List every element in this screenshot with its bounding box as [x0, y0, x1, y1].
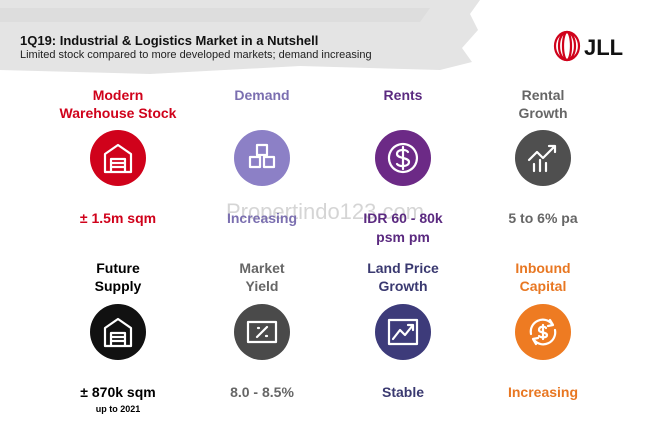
tile-value: ± 1.5m sqm — [80, 210, 156, 226]
logo-text: JLL — [584, 35, 623, 60]
tile: Rental Growth 5 to 6% pa — [508, 87, 577, 226]
tile: Future Supply ± 870k sqm up to 2021 — [80, 260, 155, 414]
tile-label: Capital — [520, 278, 567, 294]
tile-value: ± 870k sqm — [80, 384, 155, 400]
tile: Inbound Capital Increasing — [508, 260, 578, 400]
tile: Demand Increasing — [227, 87, 297, 226]
tile-value: IDR 60 - 80k — [363, 210, 443, 226]
icon — [103, 317, 133, 348]
tile-note: up to 2021 — [96, 404, 141, 414]
tile-label: Market — [239, 260, 284, 276]
logo: JLL — [553, 30, 623, 62]
tile-label: Growth — [519, 105, 568, 121]
tile: Land Price Growth Stable — [367, 260, 439, 400]
tile-label: Demand — [234, 87, 289, 103]
tile-value: 5 to 6% pa — [508, 210, 577, 226]
watermark: Propertindo123.com — [226, 199, 424, 224]
tile: Rents IDR 60 - 80k psm pm — [363, 87, 443, 245]
tile-value: Increasing — [508, 384, 578, 400]
tile: Market Yield 8.0 - 8.5% — [230, 260, 294, 400]
title: 1Q19: Industrial & Logistics Market in a… — [20, 33, 318, 48]
tile-value: Increasing — [227, 210, 297, 226]
tile: Modern Warehouse Stock ± 1.5m sqm — [60, 87, 177, 226]
tile-value: psm pm — [376, 229, 430, 245]
tile-value: 8.0 - 8.5% — [230, 384, 294, 400]
icon — [527, 144, 557, 173]
tile-label: Inbound — [515, 260, 570, 276]
tile-label: Land Price — [367, 260, 439, 276]
tile-label: Supply — [95, 278, 142, 294]
icon — [246, 320, 278, 344]
tile-label: Yield — [246, 278, 279, 294]
icon — [387, 318, 419, 346]
header-brush-band — [0, 8, 430, 22]
tile-label: Warehouse Stock — [60, 105, 177, 121]
tile-value: Stable — [382, 384, 424, 400]
tile-label: Rental — [522, 87, 565, 103]
subtitle: Limited stock compared to more developed… — [20, 49, 372, 61]
tiles: Modern Warehouse Stock ± 1.5m sqm Demand Inc… — [60, 87, 579, 414]
icon — [387, 142, 419, 174]
icon — [103, 143, 133, 174]
tile-label: Rents — [384, 87, 423, 103]
icon — [529, 318, 557, 346]
icon — [248, 143, 276, 169]
tile-label: Modern — [93, 87, 144, 103]
tile-label: Growth — [379, 278, 428, 294]
icon-circle — [234, 130, 290, 186]
tile-label: Future — [96, 260, 140, 276]
